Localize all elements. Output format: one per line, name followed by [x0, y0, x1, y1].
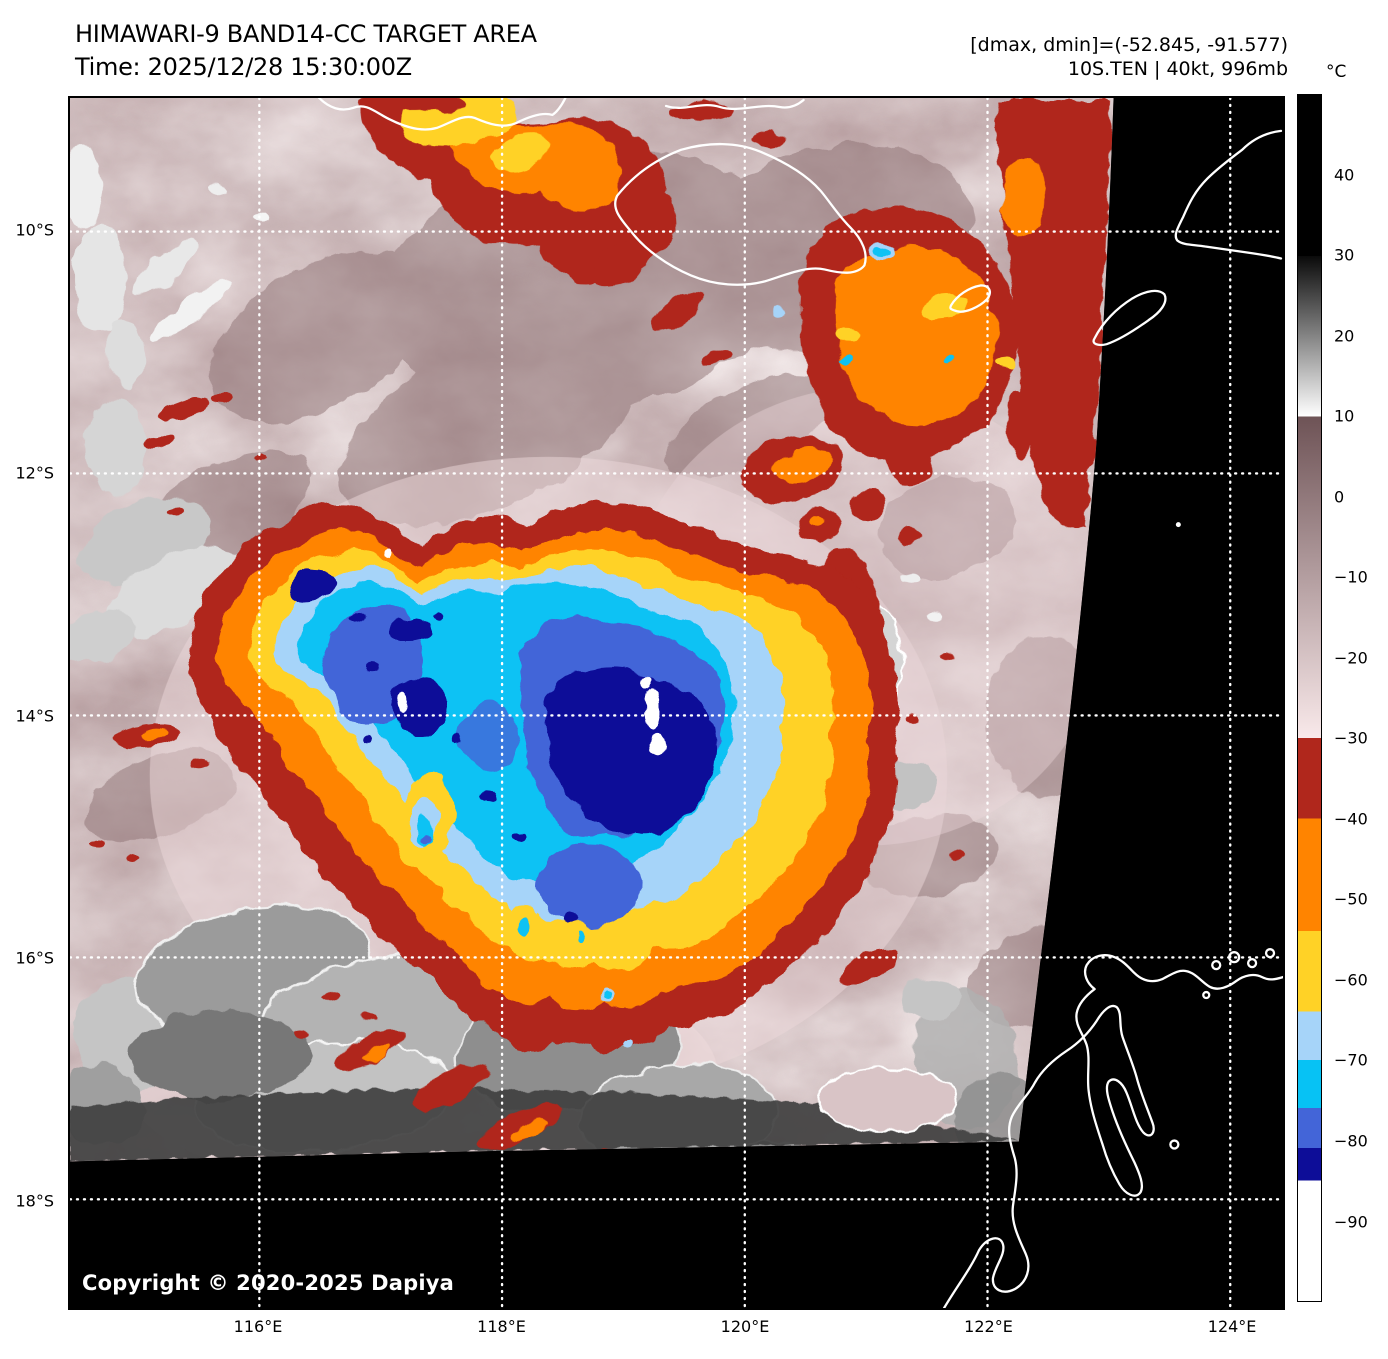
dmax-dmin-label: [dmax, dmin]=(-52.845, -91.577) [970, 34, 1288, 56]
colorbar-tick-label: −20 [1334, 648, 1368, 668]
cdo-south-tail [394, 773, 633, 1049]
colorbar-tick-label: −40 [1334, 809, 1368, 829]
no-data-region [70, 98, 1283, 1308]
satellite-map [70, 98, 1283, 1308]
map-plot-area: Copyright © 2020-2025 Dapiya [68, 96, 1285, 1310]
copyright-label: Copyright © 2020-2025 Dapiya [82, 1271, 454, 1295]
page-title: HIMAWARI-9 BAND14-CC TARGET AREA [75, 20, 537, 48]
colorbar-tick-label: −60 [1334, 970, 1368, 990]
coastline-timor [1174, 129, 1283, 260]
colorbar-tick-label: 20 [1334, 326, 1355, 346]
gridlines [70, 98, 1283, 1308]
colorbar-tick-label: −10 [1334, 567, 1368, 587]
colorbar-gradient [1298, 95, 1321, 1301]
colorbar [1297, 94, 1322, 1302]
latitude-tick-label: 16°S [15, 948, 54, 968]
data-swath [70, 98, 1114, 1162]
latitude-tick-label: 10°S [15, 220, 54, 240]
cyclone-cdo [187, 502, 899, 1055]
overshooting-tops [384, 548, 666, 756]
latitude-tick-label: 14°S [15, 706, 54, 725]
timestamp-label: Time: 2025/12/28 15:30:00Z [75, 53, 412, 81]
colorbar-tick-label: −70 [1334, 1050, 1368, 1070]
coastlines [318, 98, 1283, 1308]
latitude-tick-label: 12°S [15, 463, 54, 483]
colorbar-tick-label: −50 [1334, 889, 1368, 909]
longitude-tick-label: 118°E [477, 1317, 526, 1336]
coastline-cartier-islet [1175, 522, 1181, 528]
longitude-tick-label: 120°E [720, 1317, 770, 1336]
coastline-australia-kimberley [942, 954, 1283, 1308]
colorbar-unit-label: °C [1326, 62, 1347, 82]
colorbar-tick-label: 0 [1334, 487, 1345, 507]
colorbar-tick-label: 10 [1334, 406, 1355, 426]
storm-annotation: [dmax, dmin]=(-52.845, -91.577) 10S.TEN … [970, 33, 1288, 81]
latitude-tick-label: 18°S [15, 1191, 54, 1211]
longitude-tick-label: 122°E [964, 1317, 1013, 1336]
cdo-navy-east-core [544, 667, 718, 835]
colorbar-tick-label: 30 [1334, 245, 1355, 265]
coastline-sawu [949, 284, 991, 313]
convective-band-north [359, 98, 784, 370]
coastline-roti [1092, 289, 1167, 347]
longitude-tick-label: 124°E [1207, 1317, 1257, 1336]
coastline-sumbawa [318, 98, 567, 131]
colorbar-tick-label: −30 [1334, 728, 1368, 748]
longitude-tick-label: 116°E [233, 1317, 283, 1336]
coastline-buccaneer-islands [1169, 948, 1276, 1150]
coastline-flores [664, 98, 805, 111]
coastline-sumba [614, 142, 867, 286]
longitude-axis: 116°E 118°E 120°E 122°E 124°E [68, 1317, 1285, 1345]
latitude-axis: 10°S 12°S 14°S 16°S 18°S [0, 96, 62, 1310]
colorbar-tick-label: −80 [1334, 1131, 1368, 1151]
colorbar-tick-label: −90 [1334, 1212, 1368, 1231]
storm-intensity-label: 10S.TEN | 40kt, 996mb [1067, 58, 1288, 80]
colorbar-tick-label: 40 [1334, 165, 1355, 184]
